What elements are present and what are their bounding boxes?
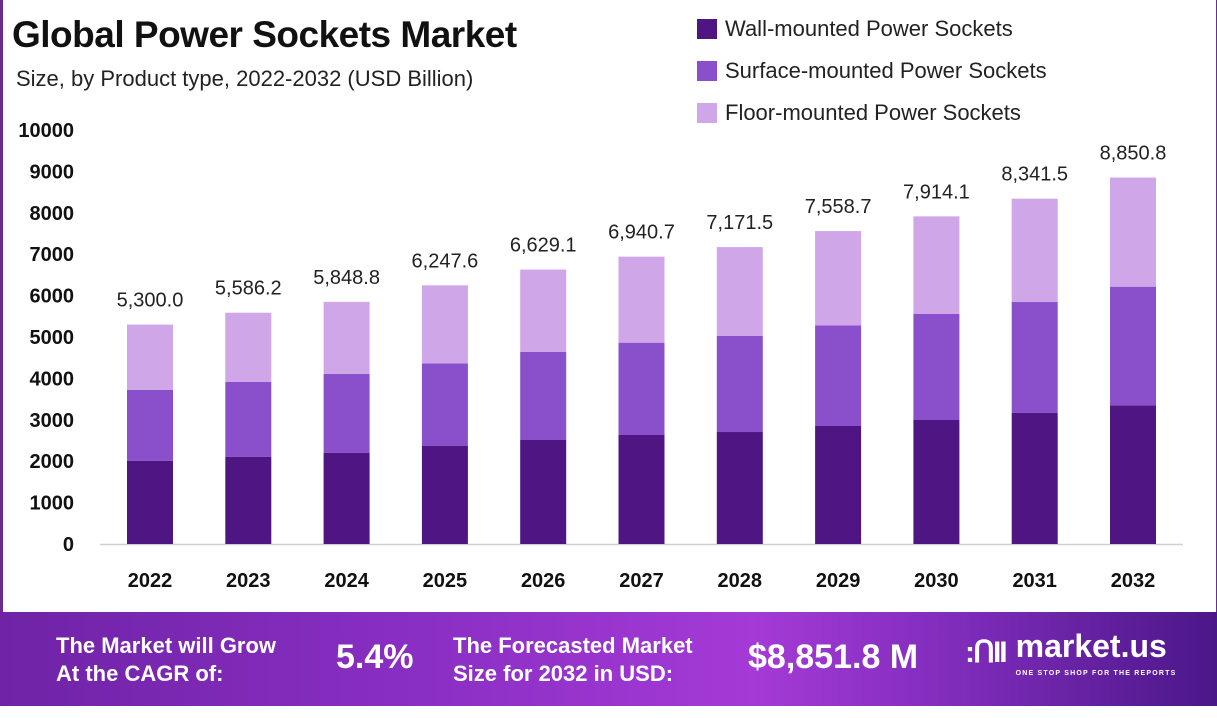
total-data-label: 6,247.6 bbox=[412, 250, 479, 272]
x-tick-label: 2023 bbox=[226, 570, 271, 592]
bar-segment-wall bbox=[421, 445, 468, 544]
market-us-logo: :ՈII market.us ONE STOP SHOP FOR THE REP… bbox=[965, 626, 1176, 680]
total-data-label: 8,341.5 bbox=[1001, 164, 1068, 186]
bar-segment-floor bbox=[1011, 198, 1058, 303]
bar-segment-wall bbox=[1011, 412, 1058, 544]
x-tick-label: 2032 bbox=[1111, 570, 1156, 592]
legend-swatch-wall bbox=[697, 19, 717, 39]
x-tick-label: 2022 bbox=[128, 570, 173, 592]
x-tick-label: 2027 bbox=[619, 570, 664, 592]
forecast-label: The Forecasted Market Size for 2032 in U… bbox=[453, 632, 693, 688]
bar-segment-surface bbox=[127, 389, 173, 461]
bar-segment-floor bbox=[716, 247, 763, 337]
bar-chart: 0 1000 2000 3000 4000 5000 6000 7000 8000 9000 100… bbox=[18, 120, 1183, 592]
summary-banner: The Market will Grow At the CAGR of: 5.4… bbox=[0, 612, 1217, 706]
bar-segment-wall bbox=[1110, 405, 1156, 544]
bar-segment-floor bbox=[815, 231, 862, 326]
y-tick-label: 10000 bbox=[18, 120, 74, 142]
bar-segment-surface bbox=[815, 325, 862, 427]
legend-label: Surface-mounted Power Sockets bbox=[725, 58, 1047, 83]
legend-item-wall: Wall-mounted Power Sockets bbox=[697, 8, 1047, 50]
logo-tagline: ONE STOP SHOP FOR THE REPORTS bbox=[1015, 670, 1177, 677]
bar-segment-floor bbox=[225, 312, 272, 383]
y-tick-label: 9000 bbox=[30, 161, 75, 183]
bar-segment-surface bbox=[1110, 286, 1156, 406]
bar-segment-surface bbox=[618, 342, 665, 435]
y-tick-label: 2000 bbox=[30, 451, 75, 473]
logo-text: market.us ONE STOP SHOP FOR THE REPORTS bbox=[1016, 626, 1177, 680]
x-tick-label: 2024 bbox=[324, 570, 369, 592]
total-data-label: 8,850.8 bbox=[1100, 143, 1167, 165]
bar-segment-floor bbox=[913, 216, 960, 314]
forecast-label-line1: The Forecasted Market bbox=[453, 633, 693, 658]
bar-segment-floor bbox=[127, 324, 173, 390]
y-tick-label: 3000 bbox=[30, 410, 75, 432]
bar-segment-surface bbox=[1011, 302, 1058, 413]
bar-segment-wall bbox=[520, 440, 567, 544]
y-tick-label: 4000 bbox=[30, 368, 75, 390]
y-tick-label: 0 bbox=[63, 534, 74, 556]
bar-segment-wall bbox=[127, 460, 173, 544]
x-tick-label: 2025 bbox=[423, 570, 468, 592]
x-tick-label: 2029 bbox=[816, 570, 861, 592]
legend-item-surface: Surface-mounted Power Sockets bbox=[697, 50, 1047, 92]
bar-segment-surface bbox=[520, 351, 567, 441]
logo-name: market.us bbox=[1015, 628, 1167, 664]
x-tick-label: 2031 bbox=[1012, 570, 1057, 592]
forecast-value: $8,851.8 M bbox=[748, 638, 919, 676]
x-tick-label: 2028 bbox=[718, 570, 763, 592]
legend-swatch-surface bbox=[697, 61, 717, 81]
bar-segment-wall bbox=[913, 420, 960, 544]
total-data-label: 5,586.2 bbox=[215, 278, 282, 300]
total-data-label: 5,848.8 bbox=[313, 267, 380, 289]
cagr-label-line2: At the CAGR of: bbox=[56, 661, 224, 686]
total-data-label: 6,940.7 bbox=[608, 222, 675, 244]
bar-segment-wall bbox=[323, 452, 370, 544]
y-tick-label: 6000 bbox=[30, 286, 75, 308]
bar-segment-surface bbox=[323, 374, 370, 453]
forecast-label-line2: Size for 2032 in USD: bbox=[453, 661, 674, 686]
bar-segment-floor bbox=[421, 285, 468, 364]
total-data-label: 7,914.1 bbox=[903, 181, 970, 203]
x-tick-label: 2026 bbox=[521, 570, 566, 592]
y-tick-label: 8000 bbox=[30, 203, 75, 225]
bar-segment-surface bbox=[716, 336, 763, 433]
bar-segment-wall bbox=[618, 434, 665, 544]
x-tick-label: 2030 bbox=[914, 570, 959, 592]
chart-title: Global Power Sockets Market bbox=[12, 14, 517, 55]
cagr-value: 5.4% bbox=[336, 638, 414, 676]
legend-label: Floor-mounted Power Sockets bbox=[725, 100, 1021, 125]
bar-segment-floor bbox=[520, 269, 567, 352]
bar-segment-floor bbox=[1110, 177, 1156, 287]
cagr-label-line1: The Market will Grow bbox=[56, 633, 277, 658]
legend-label: Wall-mounted Power Sockets bbox=[725, 16, 1013, 41]
legend: Wall-mounted Power Sockets Surface-mount… bbox=[697, 8, 1047, 134]
bar-segment-wall bbox=[716, 432, 763, 544]
bar-segment-wall bbox=[815, 426, 862, 544]
bar-segment-floor bbox=[618, 256, 665, 343]
y-tick-label: 5000 bbox=[30, 327, 75, 349]
legend-item-floor: Floor-mounted Power Sockets bbox=[697, 92, 1047, 134]
y-tick-label: 7000 bbox=[30, 244, 75, 266]
bar-segment-wall bbox=[225, 456, 272, 544]
bar-segment-surface bbox=[913, 313, 960, 421]
bar-segment-surface bbox=[225, 382, 272, 457]
total-data-label: 7,171.5 bbox=[706, 212, 773, 234]
total-data-label: 7,558.7 bbox=[805, 196, 872, 218]
cagr-label: The Market will Grow At the CAGR of: bbox=[56, 632, 276, 688]
total-data-label: 5,300.0 bbox=[117, 290, 184, 312]
bar-segment-surface bbox=[421, 363, 468, 446]
logo-icon: :ՈII bbox=[965, 636, 1008, 669]
bar-segment-floor bbox=[323, 301, 370, 375]
y-tick-label: 1000 bbox=[30, 493, 75, 515]
chart-subtitle: Size, by Product type, 2022-2032 (USD Bi… bbox=[16, 66, 474, 91]
legend-swatch-floor bbox=[697, 103, 717, 123]
total-data-label: 6,629.1 bbox=[510, 235, 577, 257]
